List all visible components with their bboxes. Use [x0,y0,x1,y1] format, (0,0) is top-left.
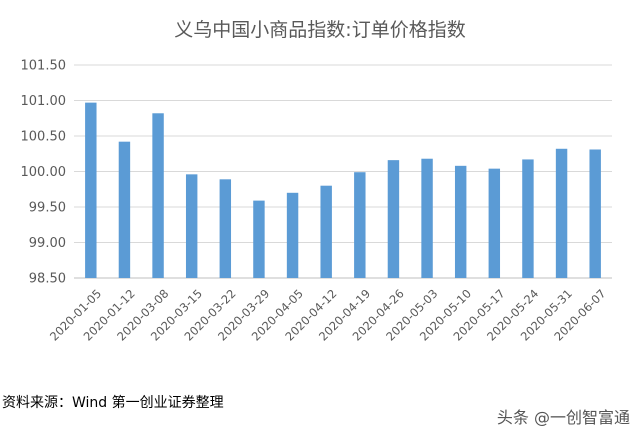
y-tick-label: 99.50 [29,201,66,216]
bar-2020-04-19 [354,172,366,278]
bar-2020-05-17 [488,168,501,278]
bar-2020-04-26 [387,160,400,278]
bar-2020-03-29 [253,200,265,278]
bar-2020-05-10 [454,165,467,278]
bar-2020-05-24 [522,159,534,278]
y-tick-label: 100.00 [21,165,67,180]
y-tick-label: 101.00 [21,94,67,109]
bar-2020-04-12 [320,185,332,278]
chart-frame: 义乌中国小商品指数:订单价格指数 98.50 99.00 99.50 100.00 10… [20,19,612,344]
y-tick-label: 101.50 [21,59,67,74]
bar-2020-06-07 [589,149,601,278]
y-tick-label: 99.00 [29,236,66,251]
y-tick-label: 98.50 [29,272,66,287]
chart-title: 义乌中国小商品指数:订单价格指数 [174,19,465,41]
bar-2020-01-12 [118,141,131,278]
bar-2020-05-03 [421,158,433,278]
bar-2020-03-15 [185,174,198,278]
bar-2020-04-05 [286,192,299,278]
y-axis-tick-labels: 98.50 99.00 99.50 100.00 100.50 101.00 101.50 [21,59,67,287]
source-note: 资料来源：Wind 第一创业证券整理 [2,395,224,411]
watermark: 头条 @一创智富通 [496,408,630,427]
bar-2020-01-05 [85,102,97,278]
x-axis-tick-labels: 2020-01-052020-01-122020-03-082020-03-15… [47,286,609,343]
bar-2020-03-22 [219,179,232,278]
bar-chart: 义乌中国小商品指数:订单价格指数 98.50 99.00 99.50 100.00 10… [21,19,612,344]
y-tick-label: 100.50 [21,130,67,145]
bar-2020-05-31 [555,148,568,278]
bars [85,102,601,278]
bar-2020-03-08 [152,113,164,278]
